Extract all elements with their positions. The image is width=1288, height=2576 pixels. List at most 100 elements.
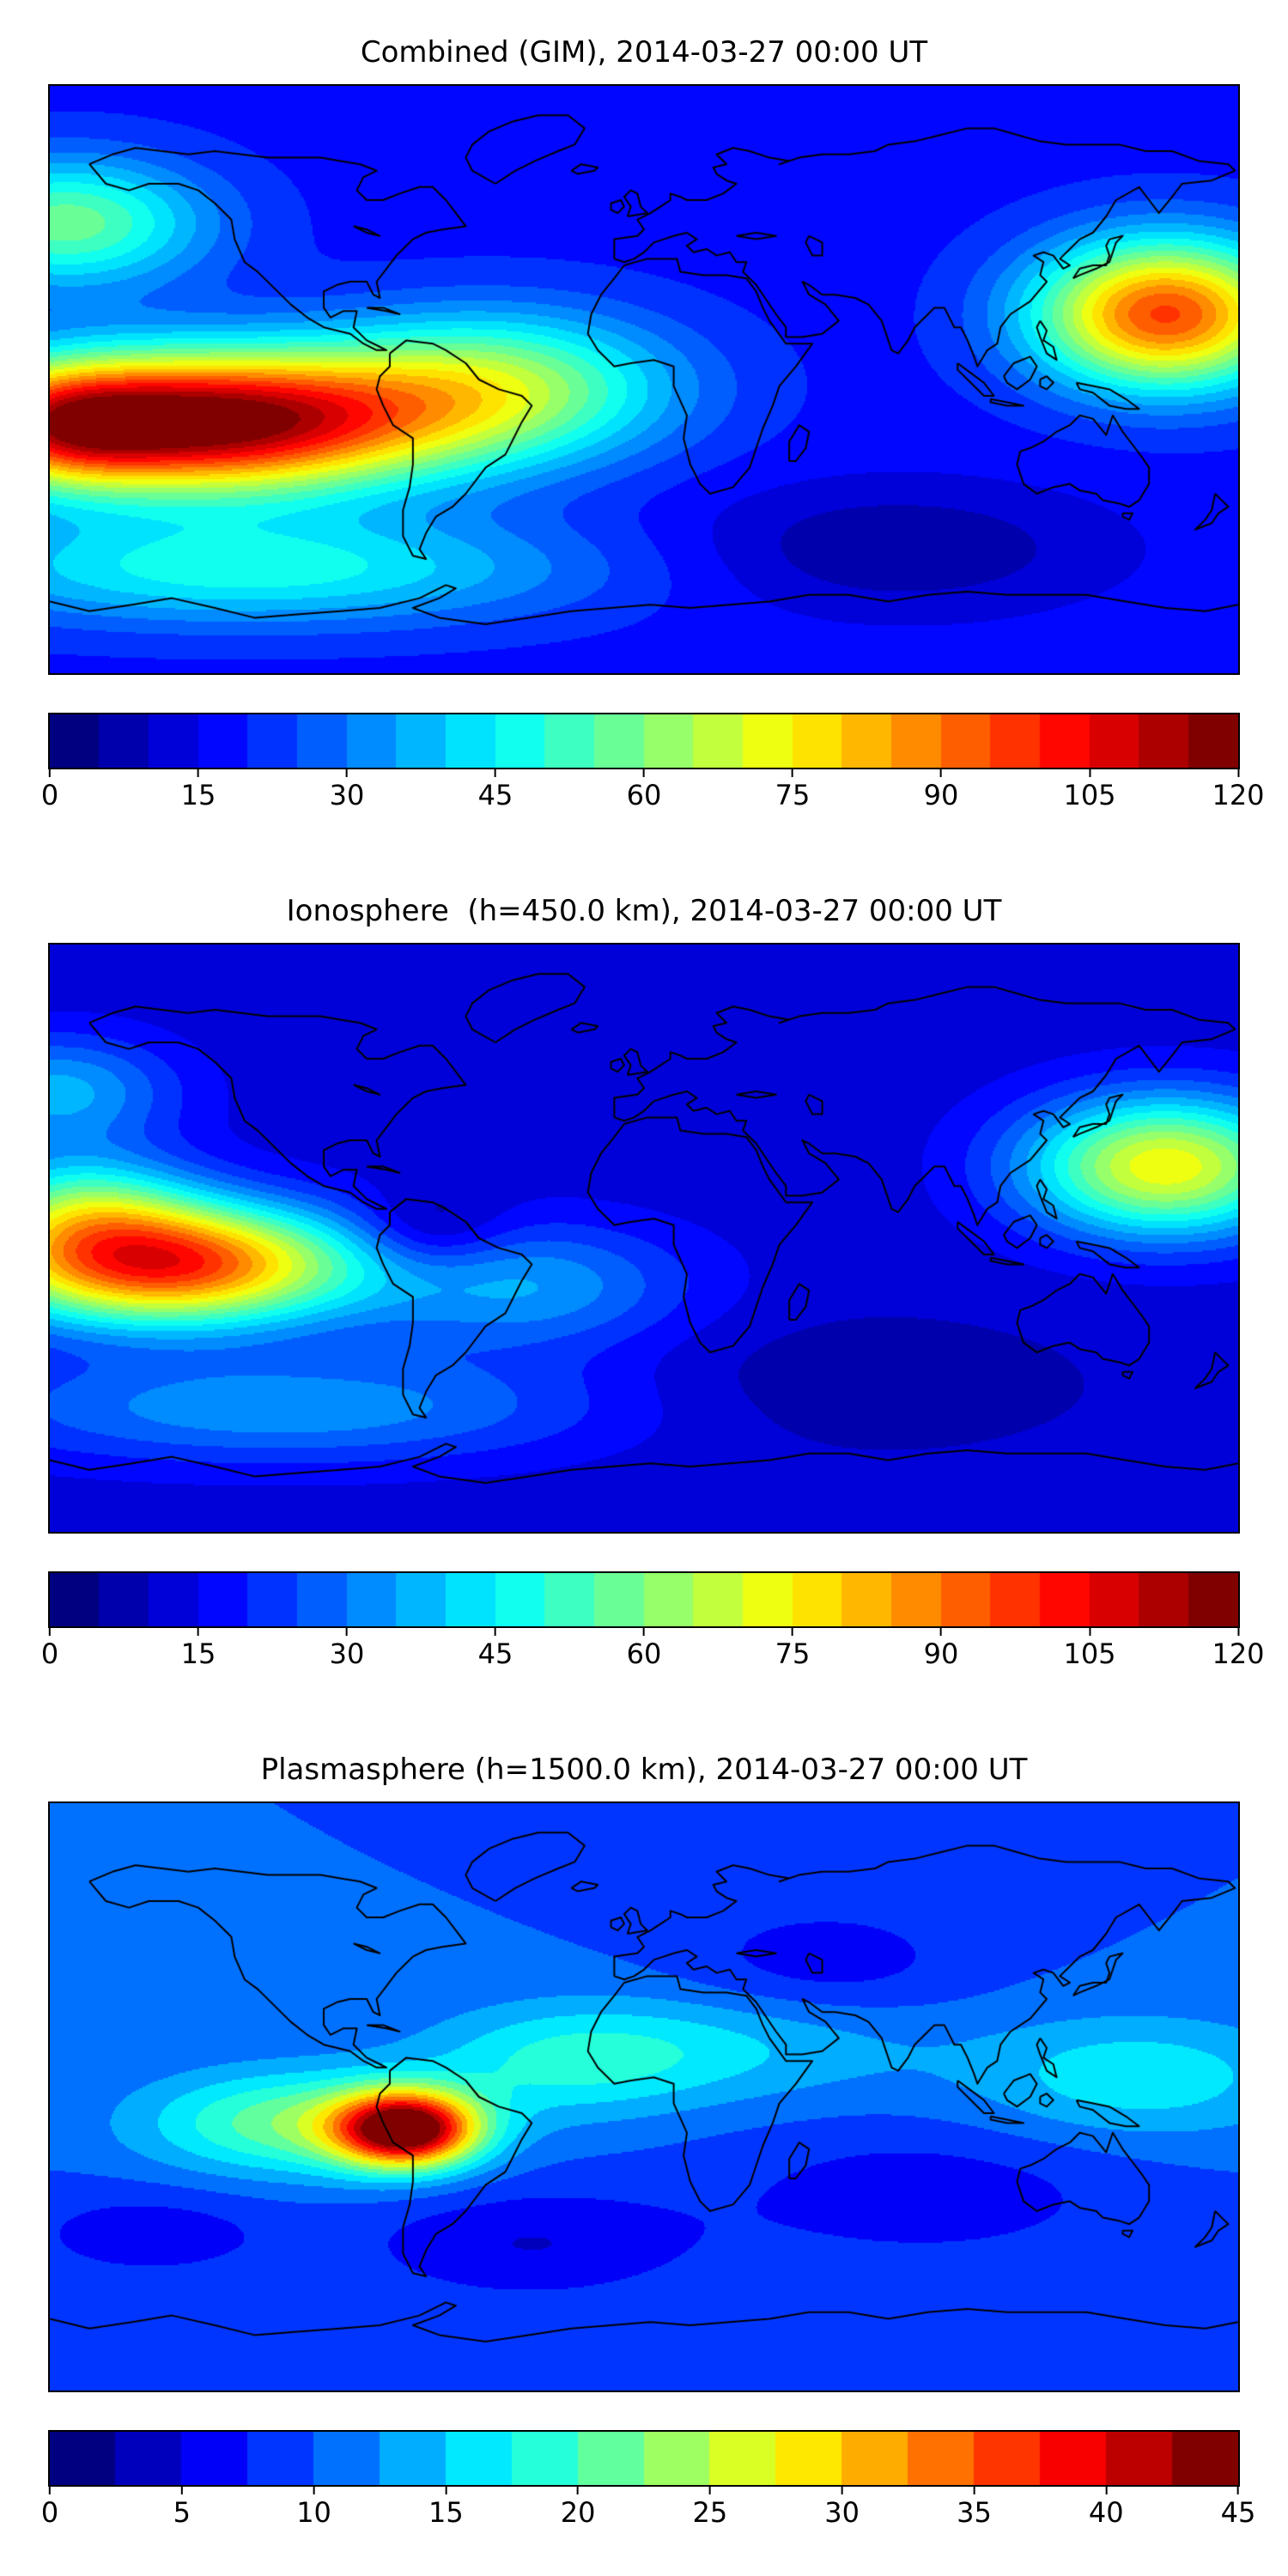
tick-label: 25 [692,2496,728,2529]
tick-mark [48,1628,51,1636]
tick-label: 75 [775,779,811,811]
colorbar-tick: 45 [478,769,513,811]
colorbar-tick: 75 [775,769,811,811]
colorbar-tick: 75 [775,1628,811,1670]
colorbar-combined [48,713,1240,769]
tick-label: 120 [1212,1637,1265,1670]
colorbar-tick: 105 [1063,769,1116,811]
tick-label: 90 [923,779,959,811]
colorbar-tick: 120 [1212,769,1265,811]
tick-label: 5 [173,2496,191,2529]
colorbar-tick: 120 [1212,1628,1265,1670]
tick-mark [940,769,942,777]
tick-mark [1236,769,1239,777]
tick-label: 60 [626,1637,662,1670]
tick-label: 10 [296,2496,331,2529]
tick-mark [495,1628,496,1636]
tick-mark [841,2487,843,2494]
tick-label: 0 [40,2496,59,2529]
colorbar-ticks-ionosphere: 0 15 30 45 60 75 90 105 120 [41,1628,1265,1673]
tick-label: 90 [923,1637,959,1670]
tick-mark [792,769,793,777]
colorbar-tick: 15 [181,1628,216,1669]
colorbar-ionosphere [48,1571,1240,1628]
tick-label: 30 [824,2496,860,2529]
tick-label: 45 [477,1637,513,1670]
tick-label: 0 [40,779,59,811]
tick-label: 30 [329,1637,365,1670]
map-canvas-plasmasphere [48,1801,1240,2392]
tick-mark [577,2487,580,2494]
tick-mark [1236,1628,1239,1636]
tick-label: 45 [477,779,513,811]
tick-mark [346,1628,348,1636]
map-canvas-ionosphere [48,943,1240,1534]
colorbar-ticks-plasmasphere: 0 5 10 15 20 25 30 35 40 45 [41,2487,1255,2531]
tick-mark [48,2487,51,2494]
tick-label: 15 [428,2496,464,2529]
map-title-ionosphere: Ionosphere (h=450.0 km), 2014-03-27 00:0… [286,894,1002,928]
colorbar-tick: 90 [923,1628,959,1670]
tick-label: 0 [40,1637,59,1670]
colorbar-plasmasphere [48,2430,1240,2487]
tick-mark [643,1628,645,1636]
tick-mark [495,769,496,777]
colorbar-tick: 60 [626,769,662,811]
tick-label: 45 [1220,2496,1256,2529]
tick-label: 105 [1063,1637,1116,1670]
colorbar-tick: 30 [329,1628,365,1670]
colorbar-tick: 105 [1063,1628,1116,1670]
colorbar-tick: 90 [923,769,959,811]
tick-mark [1237,2487,1239,2494]
tick-label: 20 [560,2496,596,2529]
tick-label: 15 [180,1637,216,1670]
colorbar-ticks-combined: 0 15 30 45 60 75 90 105 120 [41,769,1265,814]
tick-mark [973,2487,975,2494]
colorbar-tick: 30 [329,769,365,811]
tick-label: 35 [957,2496,992,2529]
colorbar-tick: 20 [560,2487,596,2529]
tick-mark [792,1628,793,1636]
tick-label: 30 [329,779,365,811]
colorbar-tick: 15 [181,769,216,811]
tick-mark [346,769,348,777]
tick-mark [180,2487,183,2494]
tick-label: 15 [180,779,216,811]
colorbar-tick: 0 [41,1628,58,1669]
tick-label: 40 [1088,2496,1124,2529]
panel-plasmasphere: Plasmasphere (h=1500.0 km), 2014-03-27 0… [0,1717,1288,2576]
colorbar-tick: 60 [626,1628,662,1670]
map-canvas-combined [48,84,1240,675]
tick-mark [1088,769,1091,777]
colorbar-tick: 0 [41,769,58,811]
panel-combined-gim: Combined (GIM), 2014-03-27 00:00 UT 0 15 3… [0,0,1288,859]
panel-ionosphere: Ionosphere (h=450.0 km), 2014-03-27 00:0… [0,859,1288,1717]
map-title-combined: Combined (GIM), 2014-03-27 00:00 UT [360,35,928,70]
tick-mark [1088,1628,1091,1636]
colorbar-tick: 45 [1220,2487,1256,2529]
tick-label: 75 [775,1637,811,1670]
tick-mark [48,769,51,777]
map-title-plasmasphere: Plasmasphere (h=1500.0 km), 2014-03-27 0… [260,1753,1028,1787]
colorbar-tick: 35 [957,2487,992,2528]
tick-mark [940,1628,942,1636]
colorbar-tick: 45 [478,1628,513,1669]
colorbar-tick: 5 [173,2487,191,2528]
tick-mark [313,2487,315,2494]
tick-label: 120 [1212,779,1265,811]
colorbar-tick: 40 [1089,2487,1124,2528]
colorbar-tick: 0 [41,2487,58,2528]
tick-mark [643,769,645,777]
tick-mark [197,769,199,777]
colorbar-tick: 10 [296,2487,331,2528]
colorbar-tick: 25 [692,2487,728,2529]
tick-label: 60 [626,779,662,811]
tick-mark [1105,2487,1108,2494]
tick-mark [445,2487,447,2494]
colorbar-tick: 15 [428,2487,464,2528]
colorbar-tick: 30 [824,2487,860,2528]
tick-label: 105 [1063,779,1116,811]
tick-mark [197,1628,199,1636]
tick-mark [708,2487,711,2494]
